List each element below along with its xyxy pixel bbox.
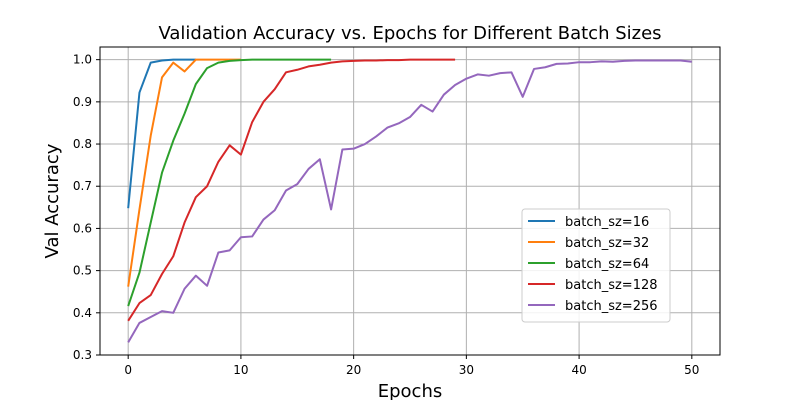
y-tick-label: 0.7 <box>73 179 92 193</box>
legend-entry-label: batch_sz=256 <box>565 299 658 314</box>
axis-ticks: 0 10 20 30 40 50 0.3 0.4 0.5 0.6 0.7 0.8 0.9 1.0 <box>73 53 700 377</box>
legend: batch_sz=16 batch_sz=32 batch_sz=64 batch_s… <box>521 208 671 323</box>
x-axis-label: Epochs <box>378 381 443 400</box>
x-tick-label: 0 <box>124 363 132 377</box>
legend-entry-label: batch_sz=16 <box>565 215 649 230</box>
series-line <box>127 58 196 209</box>
series-line <box>127 58 241 287</box>
plot-frame <box>99 46 721 356</box>
series-line <box>127 58 456 322</box>
y-tick-label: 0.8 <box>73 137 92 151</box>
x-tick-label: 20 <box>346 363 361 377</box>
chart-title: Validation Accuracy vs. Epochs for Diffe… <box>158 23 661 44</box>
y-axis-label: Val Accuracy <box>42 143 63 258</box>
x-tick-label: 40 <box>571 363 586 377</box>
y-tick-label: 0.6 <box>73 221 92 235</box>
x-tick-label: 50 <box>684 363 699 377</box>
y-tick-label: 1.0 <box>73 53 92 67</box>
y-tick-label: 0.9 <box>73 95 92 109</box>
legend-entry-label: batch_sz=64 <box>565 257 649 272</box>
x-tick-label: 10 <box>233 363 248 377</box>
y-tick-label: 0.4 <box>73 306 92 320</box>
legend-box <box>521 208 671 323</box>
y-tick-label: 0.3 <box>73 348 92 362</box>
series-line <box>127 59 692 343</box>
series-line <box>127 58 332 307</box>
series-lines <box>127 58 692 343</box>
legend-entry-label: batch_sz=32 <box>565 236 649 251</box>
legend-entry-label: batch_sz=128 <box>565 278 658 293</box>
x-tick-label: 30 <box>459 363 474 377</box>
y-tick-label: 0.5 <box>73 264 92 278</box>
